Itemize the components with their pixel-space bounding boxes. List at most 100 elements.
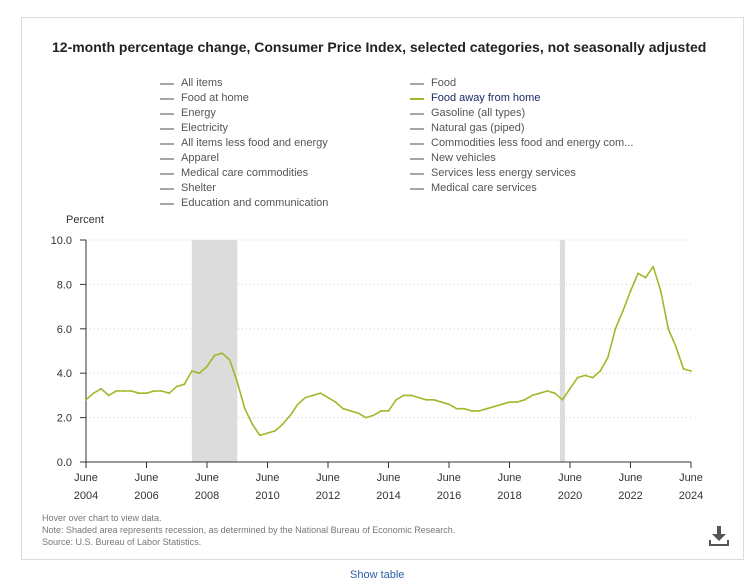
chart-frame bbox=[21, 17, 744, 560]
legend-swatch bbox=[160, 202, 174, 205]
data-point bbox=[364, 416, 367, 419]
legend-item[interactable]: Food at home bbox=[160, 91, 328, 106]
legend-label: Energy bbox=[181, 107, 216, 119]
legend-label: All items less food and energy bbox=[181, 137, 328, 149]
data-point bbox=[652, 265, 655, 268]
x-tick-year: 2008 bbox=[195, 490, 219, 502]
data-point bbox=[236, 381, 239, 383]
data-point bbox=[569, 387, 571, 390]
x-tick-year: 2018 bbox=[497, 490, 521, 502]
legend-label: Shelter bbox=[181, 182, 216, 194]
data-point bbox=[221, 352, 224, 355]
data-point bbox=[122, 390, 125, 392]
data-point bbox=[622, 310, 624, 312]
show-table-link[interactable]: Show table bbox=[350, 569, 405, 581]
legend-item[interactable]: Medical care services bbox=[410, 181, 633, 196]
data-point bbox=[130, 390, 133, 392]
data-point bbox=[145, 392, 148, 395]
data-point bbox=[448, 403, 450, 406]
data-point bbox=[85, 398, 87, 401]
data-point bbox=[251, 423, 254, 426]
y-tick-label: 10.0 bbox=[51, 235, 72, 247]
data-point bbox=[432, 398, 435, 401]
note-line: Note: Shaded area represents recession, … bbox=[42, 525, 456, 535]
legend-label: Commodities less food and energy com... bbox=[431, 137, 634, 149]
legend-label: Education and communication bbox=[181, 197, 329, 209]
x-tick-year: 2004 bbox=[74, 490, 98, 502]
data-point bbox=[115, 390, 118, 392]
legend-item[interactable]: Food away from home bbox=[410, 91, 633, 106]
x-tick-year: 2020 bbox=[558, 490, 582, 502]
data-point bbox=[516, 401, 518, 403]
data-point bbox=[190, 370, 193, 372]
download-icon[interactable] bbox=[707, 524, 731, 548]
legend-item[interactable]: Food bbox=[410, 76, 633, 91]
y-axis-title: Percent bbox=[66, 214, 104, 226]
data-point bbox=[228, 358, 231, 361]
legend-item[interactable]: Energy bbox=[160, 106, 328, 121]
x-tick-month: June bbox=[256, 472, 280, 484]
legend-item[interactable]: New vehicles bbox=[410, 151, 633, 166]
legend-item[interactable]: Commodities less food and energy com... bbox=[410, 136, 633, 151]
legend-label: Food bbox=[431, 77, 457, 89]
x-tick-year: 2006 bbox=[134, 490, 158, 502]
data-point bbox=[561, 398, 564, 401]
legend-swatch bbox=[160, 187, 174, 190]
data-point bbox=[410, 394, 413, 397]
data-point bbox=[501, 403, 503, 406]
data-point bbox=[614, 327, 617, 330]
x-tick-month: June bbox=[195, 472, 219, 484]
legend-swatch bbox=[160, 112, 174, 115]
x-tick-month: June bbox=[498, 472, 522, 484]
data-point bbox=[319, 392, 322, 395]
data-point bbox=[334, 401, 337, 403]
legend-label: Gasoline (all types) bbox=[431, 107, 526, 119]
data-point bbox=[138, 392, 140, 395]
data-point bbox=[493, 405, 496, 408]
legend-label: Medical care commodities bbox=[181, 167, 309, 179]
x-tick-year: 2014 bbox=[376, 490, 400, 502]
legend-swatch bbox=[410, 127, 424, 130]
data-point bbox=[440, 401, 443, 403]
x-tick-month: June bbox=[437, 472, 461, 484]
legend-item[interactable]: Education and communication bbox=[160, 196, 328, 211]
data-point bbox=[107, 394, 110, 397]
data-point bbox=[296, 403, 299, 406]
legend-item[interactable]: Electricity bbox=[160, 121, 328, 136]
data-point bbox=[659, 290, 662, 292]
data-point bbox=[259, 434, 261, 437]
note-line: Hover over chart to view data. bbox=[42, 513, 162, 523]
x-tick-month: June bbox=[558, 472, 582, 484]
legend-label: Medical care services bbox=[431, 182, 537, 194]
data-point bbox=[599, 370, 602, 372]
data-point bbox=[100, 387, 103, 390]
legend-item[interactable]: All items bbox=[160, 76, 328, 91]
data-point bbox=[637, 272, 639, 275]
legend-item[interactable]: All items less food and energy bbox=[160, 136, 328, 151]
data-point bbox=[667, 327, 670, 330]
data-point bbox=[674, 345, 677, 348]
data-point bbox=[289, 414, 292, 417]
legend-swatch bbox=[410, 112, 424, 115]
legend-item[interactable]: Gasoline (all types) bbox=[410, 106, 633, 121]
data-point bbox=[153, 390, 155, 392]
data-point bbox=[531, 394, 534, 397]
legend-item[interactable]: Medical care commodities bbox=[160, 166, 328, 181]
x-tick-year: 2016 bbox=[437, 490, 461, 502]
data-point bbox=[576, 376, 579, 379]
legend-item[interactable]: Apparel bbox=[160, 151, 328, 166]
data-point bbox=[591, 376, 594, 379]
legend-column-1: All items Food at home Energy Electricity Al… bbox=[160, 76, 328, 211]
legend-item[interactable]: Natural gas (piped) bbox=[410, 121, 633, 136]
legend-swatch bbox=[410, 142, 424, 145]
data-point bbox=[470, 410, 473, 412]
chart-title: 12-month percentage change, Consumer Pri… bbox=[52, 39, 707, 55]
legend-swatch bbox=[160, 142, 174, 145]
legend-item[interactable]: Shelter bbox=[160, 181, 328, 196]
legend-swatch bbox=[160, 127, 174, 130]
legend-item[interactable]: Services less energy services bbox=[410, 166, 633, 181]
legend-swatch bbox=[160, 157, 174, 160]
x-tick-month: June bbox=[619, 472, 643, 484]
data-point bbox=[508, 401, 511, 403]
